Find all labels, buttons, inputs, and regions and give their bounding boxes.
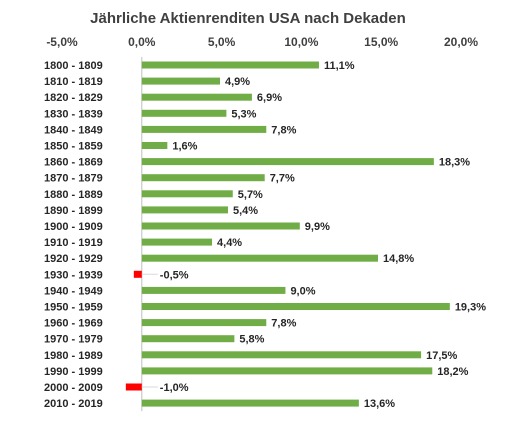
x-tick-label: 20,0% bbox=[444, 35, 478, 49]
data-label: 18,3% bbox=[439, 157, 470, 169]
data-label: 9,0% bbox=[290, 285, 315, 297]
data-label: 9,9% bbox=[305, 221, 330, 233]
category-label: 1950 - 1959 bbox=[44, 302, 103, 314]
data-label: 5,7% bbox=[238, 189, 263, 201]
bar bbox=[141, 61, 319, 69]
x-tick-label: -5,0% bbox=[46, 35, 78, 49]
bar bbox=[141, 158, 434, 166]
data-label: 6,9% bbox=[257, 92, 282, 104]
category-label: 2000 - 2009 bbox=[44, 382, 103, 394]
bar bbox=[141, 206, 228, 214]
category-label: 1970 - 1979 bbox=[44, 334, 103, 346]
data-label: 7,7% bbox=[270, 173, 295, 185]
data-label: 4,9% bbox=[225, 76, 250, 88]
data-label: 5,4% bbox=[233, 205, 258, 217]
data-label: 17,5% bbox=[426, 350, 457, 362]
data-label: 1,6% bbox=[172, 141, 197, 153]
bar bbox=[141, 109, 227, 117]
category-label: 1830 - 1839 bbox=[44, 108, 103, 120]
data-label: 13,6% bbox=[364, 398, 395, 410]
category-label: 1860 - 1869 bbox=[44, 157, 103, 169]
bars bbox=[125, 61, 450, 407]
data-label: 5,8% bbox=[239, 334, 264, 346]
category-label: 1910 - 1919 bbox=[44, 237, 103, 249]
bar bbox=[141, 142, 168, 149]
bar bbox=[141, 399, 359, 407]
bar bbox=[141, 351, 422, 359]
category-label: 1840 - 1849 bbox=[44, 124, 103, 136]
data-label: 14,8% bbox=[383, 253, 414, 265]
chart-title: Jährliche Aktienrenditen USA nach Dekade… bbox=[90, 10, 406, 27]
category-label: 1980 - 1989 bbox=[44, 350, 103, 362]
bar bbox=[141, 335, 235, 343]
x-tick-label: 10,0% bbox=[284, 35, 318, 49]
category-label: 1890 - 1899 bbox=[44, 205, 103, 217]
data-label: -1,0% bbox=[160, 382, 189, 394]
x-tick-label: 15,0% bbox=[364, 35, 398, 49]
bar bbox=[125, 383, 142, 391]
data-label: 5,3% bbox=[231, 108, 256, 120]
category-label: 1870 - 1879 bbox=[44, 173, 103, 185]
data-labels: 11,1% 4,9% 6,9%5,3% 7,8% 1,6% 18,3% 7,7% 5,7% 5,… bbox=[141, 60, 486, 410]
x-tick-label: 0,0% bbox=[128, 35, 156, 49]
bar bbox=[141, 93, 252, 101]
data-label: 7,8% bbox=[271, 318, 296, 330]
category-label: 1930 - 1939 bbox=[44, 269, 103, 281]
category-label: 2010 - 2019 bbox=[44, 398, 103, 410]
bar bbox=[141, 174, 265, 182]
bar bbox=[141, 238, 213, 246]
category-labels: 1800 - 1809 1810 - 1819 1820 - 1829 1830 - … bbox=[44, 60, 103, 410]
bar bbox=[141, 77, 221, 85]
bar bbox=[141, 222, 300, 230]
bar bbox=[141, 367, 433, 375]
category-label: 1960 - 1969 bbox=[44, 318, 103, 330]
bar bbox=[141, 190, 233, 198]
category-label: 1920 - 1929 bbox=[44, 253, 103, 265]
bar bbox=[141, 254, 379, 262]
data-label: 11,1% bbox=[324, 60, 355, 72]
category-label: 1810 - 1819 bbox=[44, 76, 103, 88]
data-label: 7,8% bbox=[271, 124, 296, 136]
category-label: 1880 - 1889 bbox=[44, 189, 103, 201]
bar bbox=[141, 319, 267, 327]
bar bbox=[141, 125, 267, 133]
category-label: 1990 - 1999 bbox=[44, 366, 103, 378]
data-label: 18,2% bbox=[437, 366, 468, 378]
category-label: 1820 - 1829 bbox=[44, 92, 103, 104]
data-label: -0,5% bbox=[160, 269, 189, 281]
data-label: 4,4% bbox=[217, 237, 242, 249]
bar bbox=[141, 286, 286, 294]
category-label: 1900 - 1909 bbox=[44, 221, 103, 233]
category-label: 1940 - 1949 bbox=[44, 285, 103, 297]
x-tick-label: 5,0% bbox=[208, 35, 236, 49]
bar bbox=[133, 270, 142, 278]
data-label: 19,3% bbox=[455, 302, 486, 314]
category-label: 1800 - 1809 bbox=[44, 60, 103, 72]
x-axis-ticks: -5,0% 0,0% 5,0% 10,0% 15,0% 20,0% bbox=[46, 35, 478, 49]
category-label: 1850 - 1859 bbox=[44, 141, 103, 153]
bar bbox=[141, 303, 450, 310]
